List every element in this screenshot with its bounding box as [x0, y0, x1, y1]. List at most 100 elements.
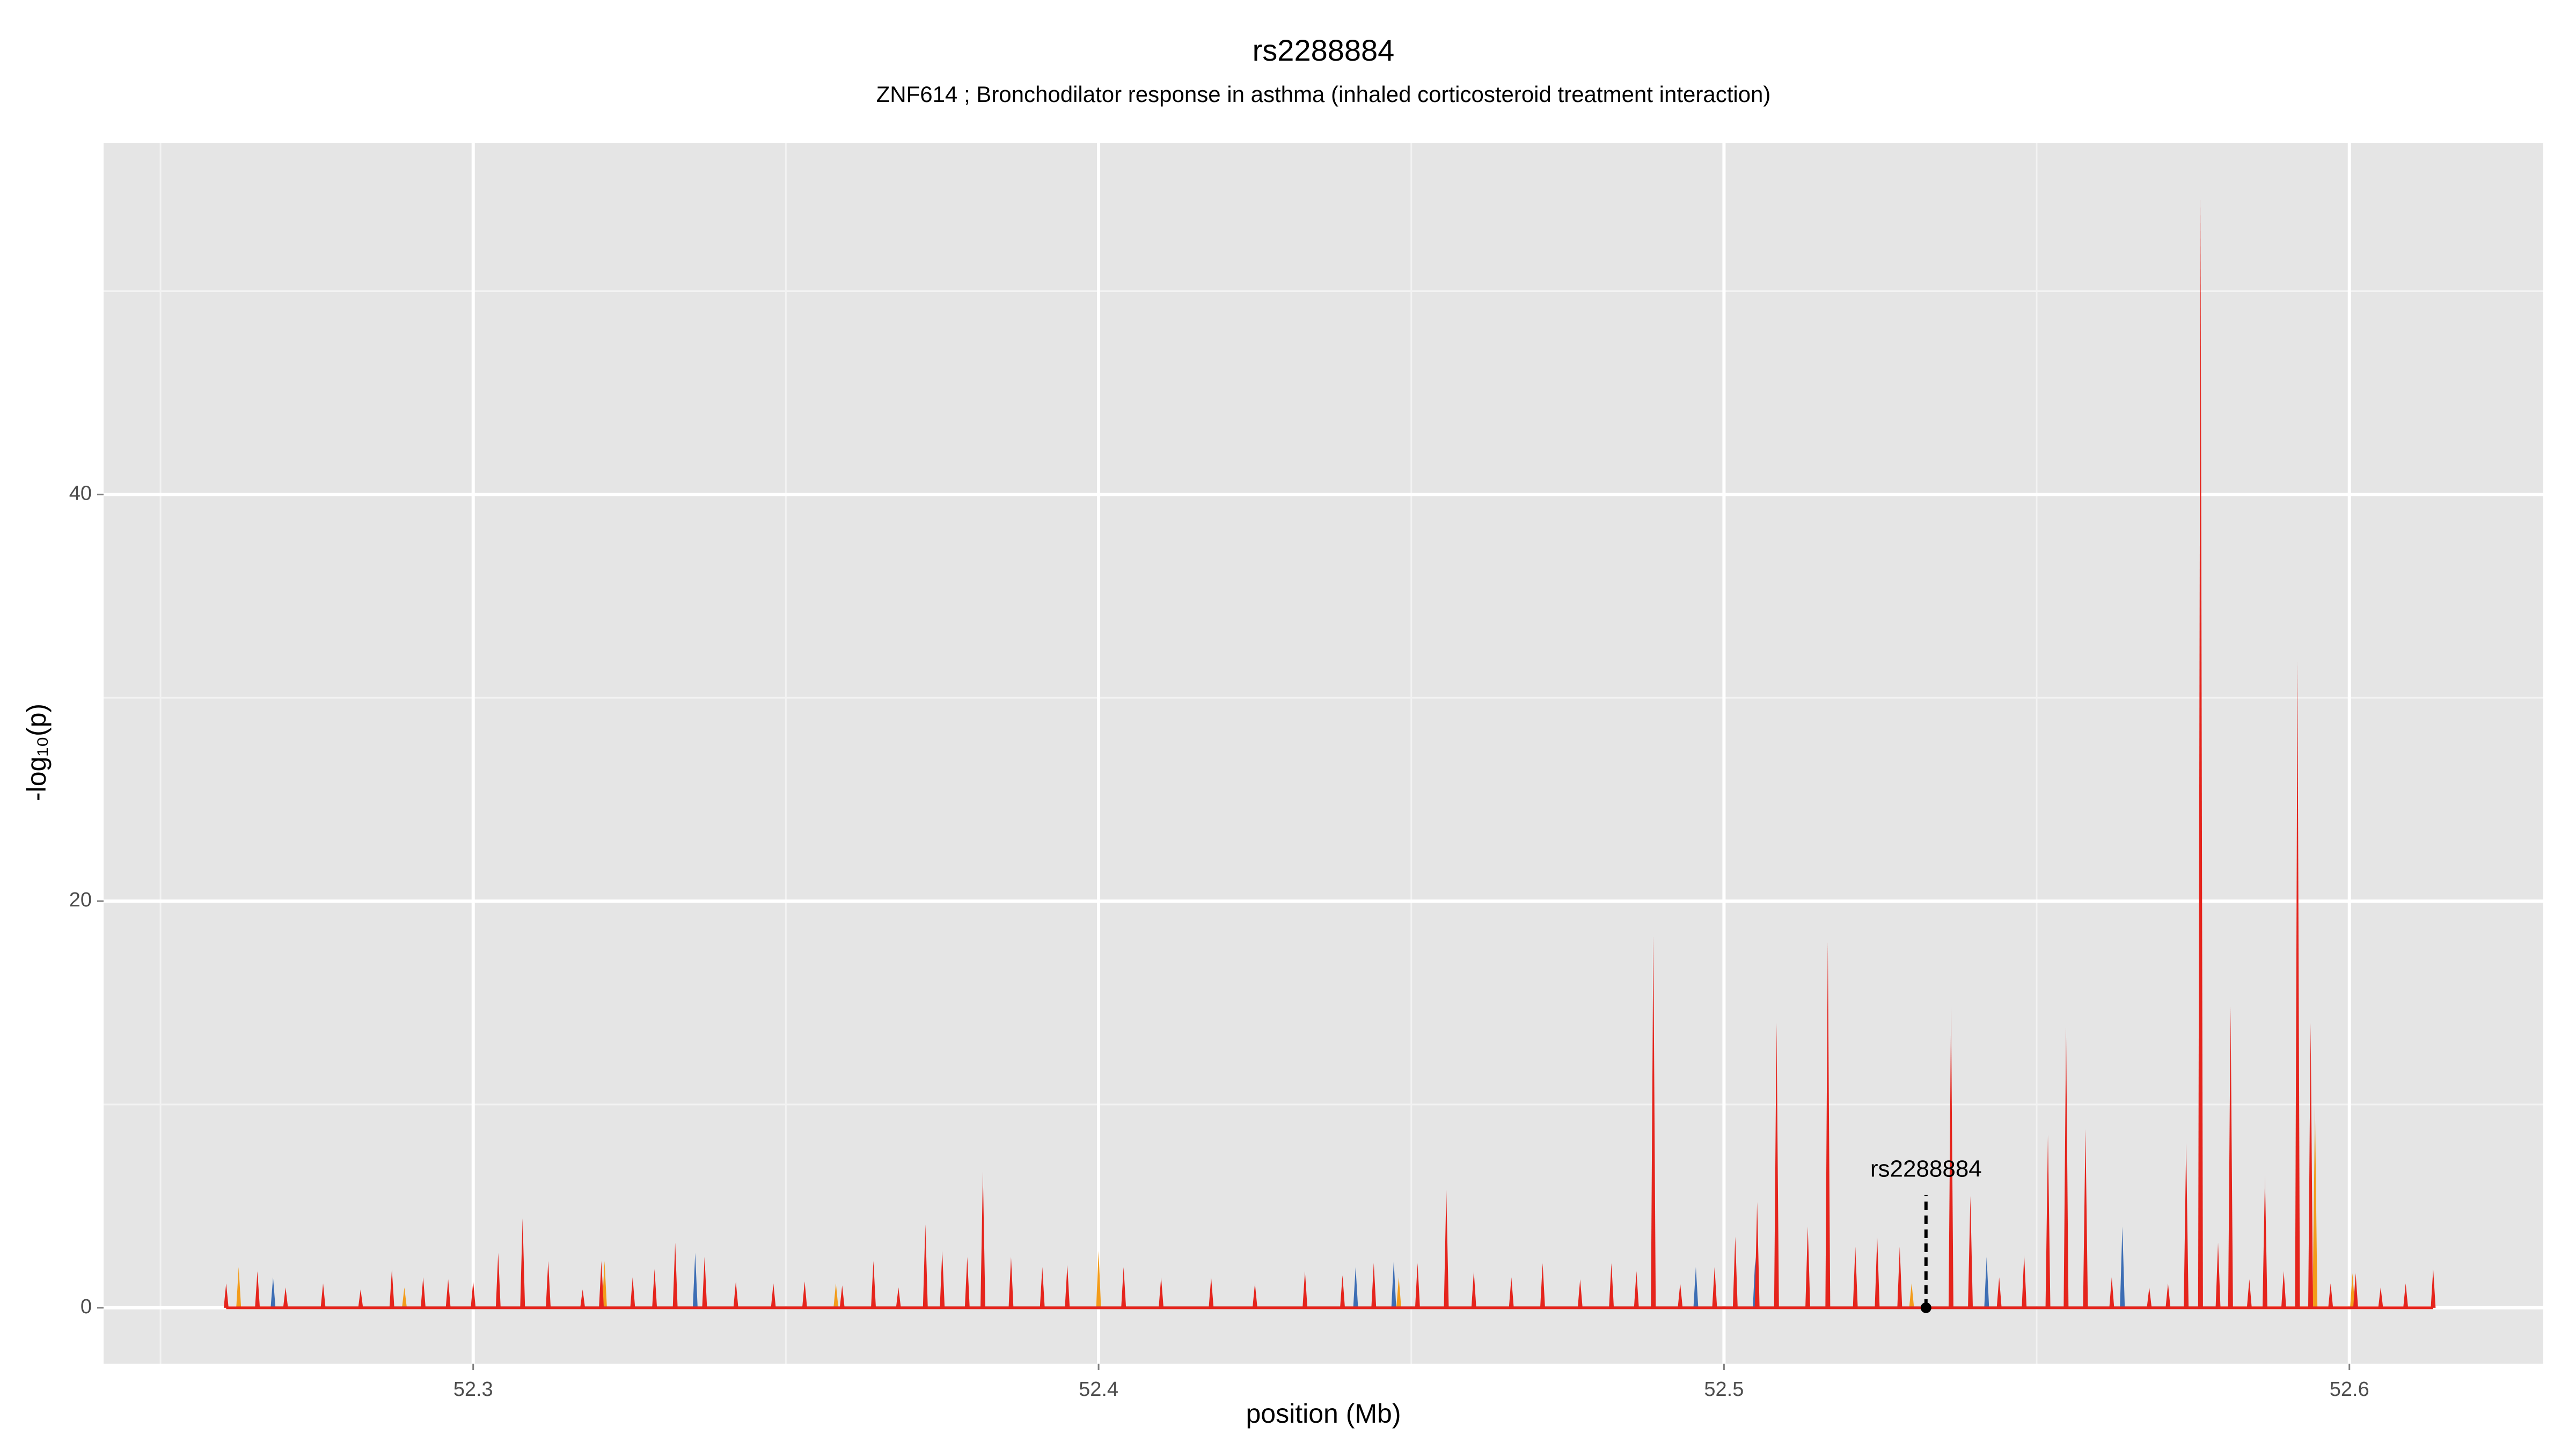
spike [445, 1279, 451, 1308]
spike [2109, 1277, 2114, 1308]
spike [1209, 1277, 1214, 1308]
spike [2308, 1023, 2313, 1308]
spike [2022, 1255, 2027, 1308]
spike [1897, 1247, 1902, 1308]
spike [2431, 1269, 2436, 1308]
x-tick-label: 52.6 [2330, 1378, 2369, 1401]
spike [358, 1289, 363, 1308]
spike [2215, 1242, 2221, 1308]
spike [520, 1218, 525, 1308]
spike [2120, 1226, 2125, 1308]
spike [2045, 1135, 2051, 1308]
spike [1732, 1236, 1738, 1308]
spike [1754, 1202, 1760, 1308]
spike [1509, 1277, 1514, 1308]
plot-panel [104, 143, 2543, 1364]
chart-subtitle: ZNF614 ; Bronchodilator response in asth… [876, 82, 1771, 107]
spike [1909, 1283, 1914, 1308]
x-tick-label: 52.3 [453, 1378, 493, 1401]
spike [839, 1285, 845, 1308]
spike [1471, 1271, 1476, 1308]
spike [1634, 1271, 1639, 1308]
spike [1693, 1267, 1699, 1308]
spike [1948, 1007, 1953, 1308]
spike [283, 1287, 288, 1308]
spike [980, 1171, 985, 1308]
spike [923, 1224, 928, 1308]
spike [2312, 1104, 2318, 1308]
spike [1371, 1263, 1377, 1308]
spike [1396, 1277, 1401, 1308]
spike [1096, 1250, 1101, 1308]
spike [602, 1261, 607, 1308]
spike [2328, 1283, 2333, 1308]
spike [223, 1283, 229, 1308]
spike [1712, 1267, 1717, 1308]
x-axis-title: position (Mb) [1246, 1399, 1401, 1429]
spike [236, 1267, 241, 1308]
spike [2350, 1273, 2355, 1308]
x-tick-label: 52.5 [1704, 1378, 1744, 1401]
spike [630, 1277, 635, 1308]
spike [2184, 1143, 2189, 1308]
spike [580, 1289, 586, 1308]
spike [1540, 1263, 1545, 1308]
spike [1415, 1263, 1420, 1308]
spike [2147, 1287, 2152, 1308]
spike [833, 1283, 839, 1308]
spike [1996, 1277, 2002, 1308]
spike [964, 1257, 970, 1308]
annotation-label: rs2288884 [1870, 1155, 1982, 1182]
spike [1875, 1236, 1880, 1308]
spike [1609, 1263, 1614, 1308]
spike [1353, 1267, 1358, 1308]
spike [940, 1250, 945, 1308]
spike [896, 1287, 901, 1308]
spike [702, 1257, 707, 1308]
spike [471, 1281, 476, 1308]
spike [871, 1261, 876, 1308]
spike [1853, 1247, 1858, 1308]
spike [389, 1269, 394, 1308]
spike [2262, 1175, 2267, 1308]
spike [420, 1277, 426, 1308]
spike [1805, 1226, 1811, 1308]
spike [1340, 1275, 1345, 1308]
spike [2165, 1283, 2171, 1308]
spike [2246, 1279, 2252, 1308]
spike [1040, 1267, 1045, 1308]
series-red [223, 200, 2436, 1309]
spike [1444, 1190, 1449, 1308]
spike [1774, 1023, 1779, 1308]
annotation-point [1920, 1302, 1931, 1313]
spike [1121, 1267, 1126, 1308]
chart-title: rs2288884 [1253, 33, 1395, 67]
y-tick-label: 40 [69, 482, 92, 504]
spike [2281, 1271, 2286, 1308]
y-axis-title: -log₁₀(p) [21, 704, 52, 801]
spike [1065, 1265, 1070, 1308]
spike [1984, 1257, 1989, 1308]
spike [2228, 1007, 2233, 1308]
spike [652, 1269, 657, 1308]
spike [402, 1287, 407, 1308]
spike [2198, 200, 2203, 1308]
spike [320, 1283, 326, 1308]
spike [2378, 1287, 2383, 1308]
spike [2403, 1283, 2409, 1308]
y-tick-label: 0 [80, 1296, 92, 1318]
spike [1577, 1279, 1583, 1308]
spike [1302, 1271, 1308, 1308]
spike [1968, 1196, 1973, 1308]
y-tick-label: 20 [69, 889, 92, 911]
spike [2063, 1027, 2069, 1308]
spike [255, 1271, 260, 1308]
spike [1252, 1283, 1257, 1308]
spike [1391, 1261, 1396, 1308]
spike [495, 1253, 501, 1308]
spike [1008, 1257, 1014, 1308]
spike [1678, 1283, 1683, 1308]
spike [2083, 1129, 2088, 1308]
